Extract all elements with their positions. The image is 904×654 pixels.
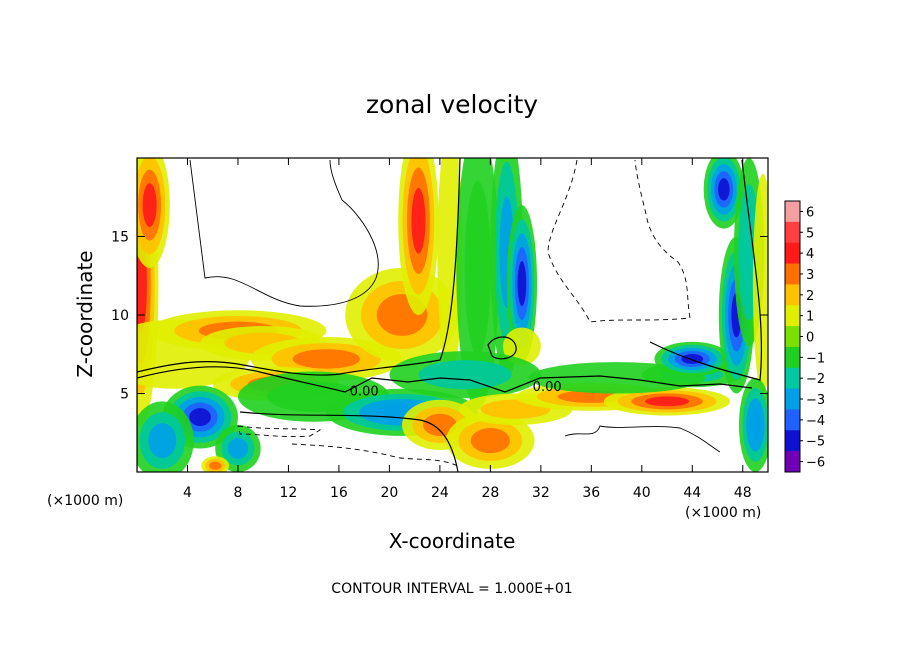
x-tick-label: 28: [481, 485, 499, 501]
x-tick-label: 24: [431, 485, 449, 501]
x-tick-label: 36: [582, 485, 600, 501]
x-axis-title: X-coordinate: [389, 529, 516, 553]
field-cell-16: [215, 424, 261, 472]
contour-interval-note: CONTOUR INTERVAL = 1.000E+01: [331, 581, 572, 597]
colorbar-label: 1: [806, 310, 814, 325]
colorbar-label: 5: [806, 226, 814, 241]
field-cell-25: [603, 387, 731, 416]
plot-area: 0.00 0.00: [136, 157, 769, 473]
contour-negative-lower: [237, 425, 459, 467]
colorbar-swatch: [785, 367, 800, 390]
colorbar-swatch: [785, 346, 800, 369]
contour-zero-upper: [137, 158, 461, 376]
x-tick-label: 4: [183, 485, 192, 501]
colorbar: 6 5 4 3 2 1 0 −1 −2 −3 −4 −5 −6: [784, 200, 825, 473]
colorbar-swatch: [785, 430, 800, 452]
contour-label: 0.00: [533, 380, 562, 395]
field-cell-9: [437, 158, 463, 378]
contour-zero-right: [649, 159, 762, 381]
colorbar-swatch: [785, 201, 800, 223]
x-tick-label: 12: [280, 485, 298, 501]
colorbar-label: −2: [806, 372, 825, 387]
contour-closed-small: [487, 336, 517, 360]
field-cell-12: [506, 205, 538, 363]
chart-title: zonal velocity: [366, 90, 538, 119]
y-tick-label: 15: [111, 230, 129, 246]
field-cell-20: [389, 351, 541, 399]
y-tick-label: 10: [111, 308, 129, 324]
contour-zero-bottom: [239, 411, 459, 472]
x-tick-label: 20: [380, 485, 398, 501]
field-cell-1: [137, 158, 170, 268]
colorbar-label: 0: [806, 331, 814, 346]
colorbar-swatch: [785, 284, 800, 306]
colorbar-label: −3: [806, 393, 825, 408]
colorbar-swatch: [785, 388, 800, 410]
colorbar-swatch: [785, 221, 800, 244]
colorbar-label: −5: [806, 435, 825, 450]
colorbar-swatch: [785, 451, 800, 473]
colorbar-label: 2: [806, 289, 814, 304]
colorbar-label: −6: [806, 456, 825, 471]
contour-label: 0.00: [350, 385, 379, 400]
field-cell-17: [201, 456, 230, 472]
colorbar-label: −4: [806, 414, 825, 429]
x-tick-label: 32: [532, 485, 550, 501]
colorbar-label: 3: [806, 268, 814, 283]
colorbar-swatch: [785, 242, 800, 265]
y-axis-title: Z-coordinate: [73, 250, 97, 377]
field-cell-15: [137, 401, 194, 472]
colorbar-swatch: [785, 326, 800, 348]
x-unit-right: (×1000 m): [685, 505, 761, 521]
y-tick-label: 5: [120, 387, 129, 403]
x-axis: 4 8 12 16 20 24 28 32 36 40 44 48: [183, 158, 752, 501]
contour-positive-upper: [189, 159, 379, 307]
contour-labels: 0.00 0.00: [350, 380, 562, 400]
contour-positive-lower: [564, 425, 721, 453]
velocity-field: [137, 158, 768, 472]
field-cell-8: [398, 158, 439, 315]
colorbar-label: 6: [806, 205, 814, 220]
field-cell-28: [654, 341, 731, 377]
colorbar-swatch: [785, 305, 800, 327]
colorbar-label: 4: [806, 247, 814, 262]
field-cell-30: [703, 158, 745, 229]
contour-lines: [137, 158, 762, 472]
contour-zero-lower: [137, 366, 753, 393]
x-tick-label: 40: [633, 485, 651, 501]
x-tick-label: 48: [734, 485, 752, 501]
field-cell-32: [752, 173, 768, 394]
colorbar-swatch: [785, 263, 800, 285]
field-cell-33: [738, 377, 768, 472]
y-axis: 5 10 15: [111, 230, 768, 403]
colorbar-swatch: [785, 409, 800, 431]
x-tick-label: 44: [683, 485, 701, 501]
colorbar-label: −1: [806, 351, 825, 366]
x-tick-label: 16: [330, 485, 348, 501]
field-cell-22: [446, 412, 535, 469]
contour-negative-upper: [547, 159, 691, 323]
x-unit-left: (×1000 m): [47, 493, 123, 509]
x-tick-label: 8: [233, 485, 242, 501]
